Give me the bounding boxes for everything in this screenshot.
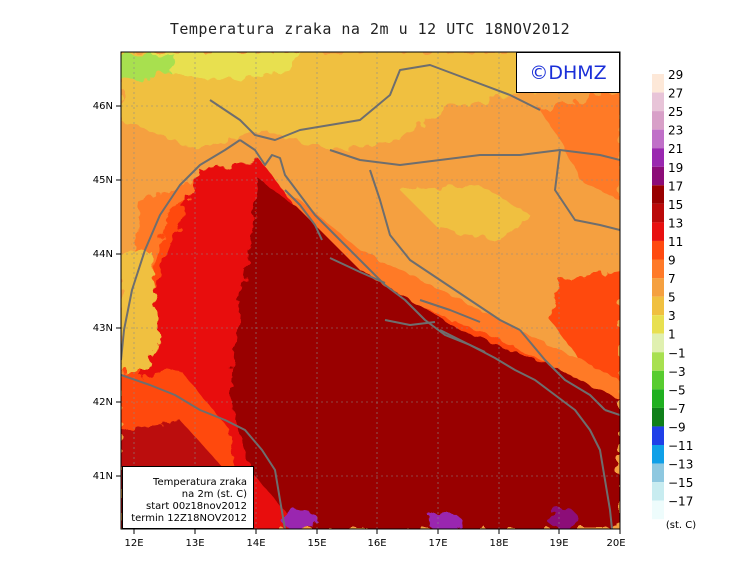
legend-label: 25 [668, 105, 683, 119]
legend-swatch [652, 222, 664, 241]
legend-swatch [652, 259, 664, 279]
info-line: na 2m (st. C) [181, 489, 247, 500]
legend-swatch [652, 166, 664, 186]
legend-label: 17 [668, 179, 683, 193]
legend-label: 13 [668, 216, 683, 230]
info-line: start 00z18nov2012 [146, 501, 247, 512]
legend-swatch [652, 389, 664, 408]
info-line: termin 12Z18NOV2012 [131, 513, 247, 524]
x-tick-label: 15E [307, 538, 326, 549]
x-tick-label: 12E [124, 538, 143, 549]
legend-label: −7 [668, 402, 686, 416]
x-axis: 12E 13E 14E 15E 16E 17E 18E 19E 20E [124, 529, 626, 549]
map-frame [120, 51, 621, 530]
y-tick-label: 46N [93, 101, 113, 112]
legend-label: −3 [668, 365, 686, 379]
legend-label: 7 [668, 272, 676, 286]
legend-swatch [652, 278, 664, 297]
legend-label: −9 [668, 420, 686, 434]
legend-label: 27 [668, 87, 683, 101]
y-tick-label: 41N [93, 471, 113, 482]
legend-swatch [652, 129, 664, 149]
legend-swatch [652, 370, 664, 390]
legend-swatch [652, 352, 664, 371]
legend-swatch [652, 74, 664, 93]
legend-swatch [652, 463, 664, 483]
legend-swatch [652, 426, 664, 445]
x-tick-label: 17E [428, 538, 447, 549]
legend-swatch [652, 407, 664, 427]
legend-swatch [652, 240, 664, 260]
copyright-label: ©DHMZ [516, 52, 620, 93]
y-tick-label: 44N [93, 249, 113, 260]
legend-label: −5 [668, 383, 686, 397]
legend-swatch [652, 500, 664, 520]
color-legend: 29 27 25 23 21 19 17 15 13 11 9 7 5 3 1 −1 −3 −5 −7 −9 −11 −1… [652, 68, 693, 520]
x-tick-label: 19E [549, 538, 568, 549]
map-title: Temperatura zraka na 2m u 12 UTC 18NOV20… [169, 20, 571, 38]
legend-label: 29 [668, 68, 683, 82]
y-tick-label: 45N [93, 175, 113, 186]
legend-label: 5 [668, 291, 676, 305]
legend-swatch [652, 445, 664, 464]
legend-swatch [652, 148, 664, 167]
legend-label: −13 [668, 458, 693, 472]
legend-swatch [652, 92, 664, 112]
x-tick-label: 20E [606, 538, 625, 549]
legend-label: 9 [668, 254, 676, 268]
x-tick-label: 18E [489, 538, 508, 549]
info-box: Temperatura zraka na 2m (st. C) start 00… [122, 466, 254, 529]
legend-label: −11 [668, 439, 693, 453]
y-tick-label: 42N [93, 397, 113, 408]
legend-swatch [652, 203, 664, 223]
legend-swatch [652, 111, 664, 130]
legend-label: 19 [668, 161, 683, 175]
legend-label: −17 [668, 495, 693, 509]
legend-label: 23 [668, 124, 683, 138]
grid [121, 52, 620, 529]
coastlines-borders [121, 64, 620, 529]
legend-label: 21 [668, 142, 683, 156]
info-line: Temperatura zraka [153, 477, 247, 488]
legend-swatch [652, 333, 664, 353]
x-tick-label: 14E [246, 538, 265, 549]
temperature-field [121, 52, 620, 529]
y-tick-label: 43N [93, 323, 113, 334]
legend-swatch [652, 296, 664, 316]
legend-swatch [652, 482, 664, 501]
legend-unit: (st. C) [666, 520, 696, 531]
legend-label: 15 [668, 198, 683, 212]
x-tick-label: 16E [367, 538, 386, 549]
legend-label: −15 [668, 476, 693, 490]
y-axis: 46N 45N 44N 43N 42N 41N [93, 101, 121, 482]
legend-label: −1 [668, 346, 686, 360]
x-tick-label: 13E [185, 538, 204, 549]
legend-label: 11 [668, 235, 683, 249]
legend-swatch [652, 315, 664, 334]
legend-label: 1 [668, 328, 676, 342]
legend-swatch [652, 185, 664, 204]
legend-label: 3 [668, 309, 676, 323]
